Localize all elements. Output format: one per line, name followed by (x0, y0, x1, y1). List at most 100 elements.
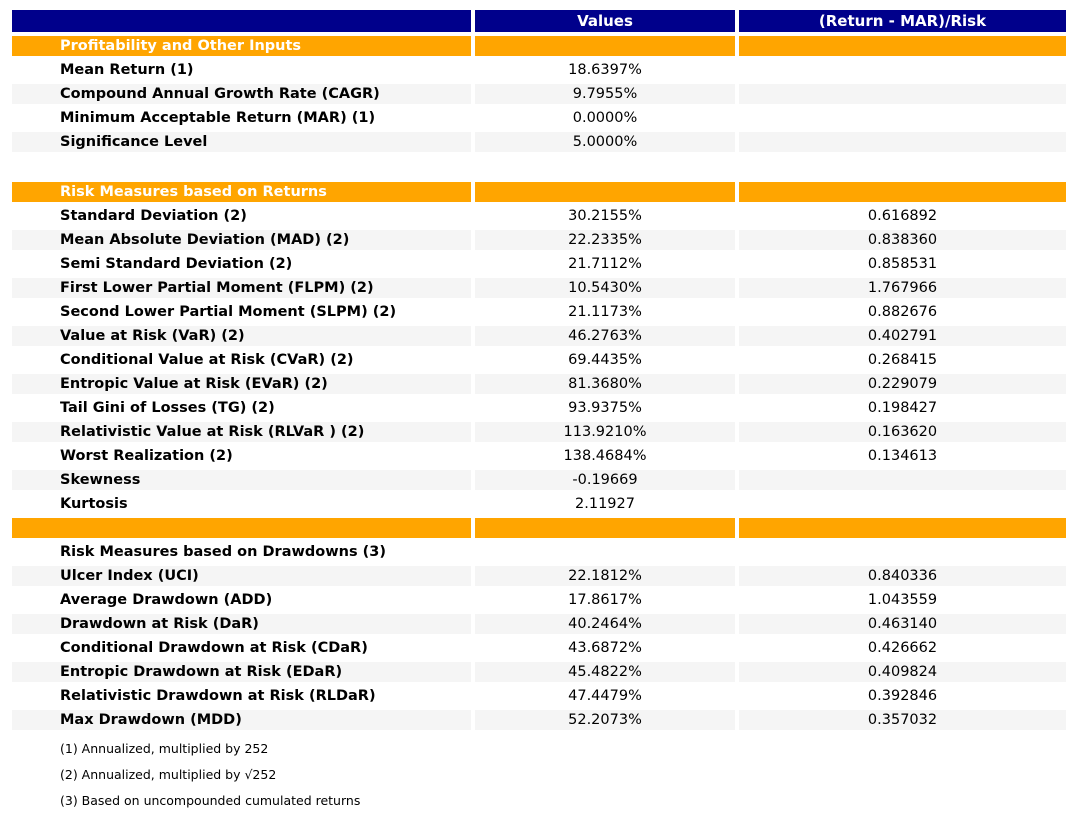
footnote-1: (1) Annualized, multiplied by 252 (60, 741, 269, 756)
value-cell (473, 516, 737, 540)
value-cell: 46.2763% (473, 324, 737, 348)
value-cell: 43.6872% (473, 636, 737, 660)
metric-label-cell: Profitability and Other Inputs (10, 34, 473, 58)
value-cell: -0.19669 (473, 468, 737, 492)
ratio-cell (737, 154, 1068, 180)
metric-label-cell: Tail Gini of Losses (TG) (2) (10, 396, 473, 420)
ratio-cell: 0.268415 (737, 348, 1068, 372)
table-row: Mean Return (1) 18.6397% (10, 58, 1068, 82)
table-row: Conditional Drawdown at Risk (CDaR) 43.68… (10, 636, 1068, 660)
table-row: Kurtosis 2.11927 (10, 492, 1068, 516)
ratio-cell: 0.229079 (737, 372, 1068, 396)
ratio-cell (737, 468, 1068, 492)
value-cell: 138.4684% (473, 444, 737, 468)
header-return-mar-risk-cell: (Return - MAR)/Risk (737, 8, 1068, 34)
section-row: Profitability and Other Inputs (10, 34, 1068, 58)
ratio-cell: 0.134613 (737, 444, 1068, 468)
ratio-cell (737, 106, 1068, 130)
table-row: Mean Absolute Deviation (MAD) (2) 22.2335… (10, 228, 1068, 252)
ratio-cell: 0.463140 (737, 612, 1068, 636)
ratio-cell (737, 58, 1068, 82)
value-cell: 30.2155% (473, 204, 737, 228)
table-row: Standard Deviation (2) 30.2155% 0.616892 (10, 204, 1068, 228)
table-header-row: Values (Return - MAR)/Risk (10, 8, 1068, 34)
metric-label-cell (10, 154, 473, 180)
table-row: Drawdown at Risk (DaR) 40.2464% 0.463140 (10, 612, 1068, 636)
ratio-cell (737, 540, 1068, 564)
ratio-cell: 0.426662 (737, 636, 1068, 660)
metric-label-cell: Max Drawdown (MDD) (10, 708, 473, 732)
table-row: Entropic Value at Risk (EVaR) (2) 81.3680… (10, 372, 1068, 396)
value-cell: 2.11927 (473, 492, 737, 516)
value-cell: 9.7955% (473, 82, 737, 106)
table-row: Compound Annual Growth Rate (CAGR) 9.7955… (10, 82, 1068, 106)
ratio-cell: 0.616892 (737, 204, 1068, 228)
metric-label-cell: Risk Measures based on Drawdowns (3) (10, 540, 473, 564)
metric-label-cell: Significance Level (10, 130, 473, 154)
value-cell (473, 154, 737, 180)
metric-label-cell: Worst Realization (2) (10, 444, 473, 468)
ratio-cell (737, 492, 1068, 516)
metric-label-cell: Skewness (10, 468, 473, 492)
metric-label-cell: Compound Annual Growth Rate (CAGR) (10, 82, 473, 106)
table-row: Worst Realization (2) 138.4684% 0.134613 (10, 444, 1068, 468)
header-values-cell: Values (473, 8, 737, 34)
value-cell: 10.5430% (473, 276, 737, 300)
value-cell (473, 540, 737, 564)
table-row: Ulcer Index (UCI) 22.1812% 0.840336 (10, 564, 1068, 588)
value-cell: 47.4479% (473, 684, 737, 708)
value-cell: 81.3680% (473, 372, 737, 396)
metric-label-cell: Mean Absolute Deviation (MAD) (2) (10, 228, 473, 252)
metric-label-cell: Minimum Acceptable Return (MAR) (1) (10, 106, 473, 130)
metric-label-cell: Kurtosis (10, 492, 473, 516)
value-cell: 22.2335% (473, 228, 737, 252)
metric-label-cell: Mean Return (1) (10, 58, 473, 82)
metric-label-cell: Ulcer Index (UCI) (10, 564, 473, 588)
orange-empty-row (10, 516, 1068, 540)
metric-label-cell (10, 516, 473, 540)
value-cell: 21.7112% (473, 252, 737, 276)
ratio-cell: 0.838360 (737, 228, 1068, 252)
ratio-cell: 1.043559 (737, 588, 1068, 612)
table-row: Average Drawdown (ADD) 17.8617% 1.043559 (10, 588, 1068, 612)
ratio-cell: 0.409824 (737, 660, 1068, 684)
value-cell: 45.4822% (473, 660, 737, 684)
ratio-cell (737, 82, 1068, 106)
ratio-cell: 0.402791 (737, 324, 1068, 348)
metric-label-cell: Conditional Drawdown at Risk (CDaR) (10, 636, 473, 660)
metric-label-cell: Entropic Value at Risk (EVaR) (2) (10, 372, 473, 396)
table-row: Second Lower Partial Moment (SLPM) (2) 21… (10, 300, 1068, 324)
metric-label-cell: Relativistic Drawdown at Risk (RLDaR) (10, 684, 473, 708)
plain-section-row: Risk Measures based on Drawdowns (3) (10, 540, 1068, 564)
metric-label-cell: Second Lower Partial Moment (SLPM) (2) (10, 300, 473, 324)
metric-label-cell: Relativistic Value at Risk (RLVaR ) (2) (10, 420, 473, 444)
ratio-cell: 0.163620 (737, 420, 1068, 444)
metric-label-cell: Standard Deviation (2) (10, 204, 473, 228)
ratio-cell (737, 34, 1068, 58)
table-row: Minimum Acceptable Return (MAR) (1) 0.000… (10, 106, 1068, 130)
metric-label-cell: Average Drawdown (ADD) (10, 588, 473, 612)
value-cell: 22.1812% (473, 564, 737, 588)
value-cell: 113.9210% (473, 420, 737, 444)
value-cell (473, 34, 737, 58)
ratio-cell (737, 180, 1068, 204)
table-row: Significance Level 5.0000% (10, 130, 1068, 154)
value-cell: 40.2464% (473, 612, 737, 636)
value-cell: 0.0000% (473, 106, 737, 130)
metric-label-cell: Semi Standard Deviation (2) (10, 252, 473, 276)
metric-label-cell: Value at Risk (VaR) (2) (10, 324, 473, 348)
table-row: Entropic Drawdown at Risk (EDaR) 45.4822%… (10, 660, 1068, 684)
table-row: First Lower Partial Moment (FLPM) (2) 10.… (10, 276, 1068, 300)
value-cell: 52.2073% (473, 708, 737, 732)
metric-label-cell: First Lower Partial Moment (FLPM) (2) (10, 276, 473, 300)
risk-measures-table: Values (Return - MAR)/Risk Profitability… (10, 8, 1068, 810)
metric-label-cell: Risk Measures based on Returns (10, 180, 473, 204)
footnote-2: (2) Annualized, multiplied by √252 (60, 767, 277, 782)
ratio-cell (737, 130, 1068, 154)
ratio-cell: 0.392846 (737, 684, 1068, 708)
ratio-cell: 1.767966 (737, 276, 1068, 300)
ratio-cell: 0.858531 (737, 252, 1068, 276)
value-cell (473, 180, 737, 204)
ratio-cell: 0.882676 (737, 300, 1068, 324)
